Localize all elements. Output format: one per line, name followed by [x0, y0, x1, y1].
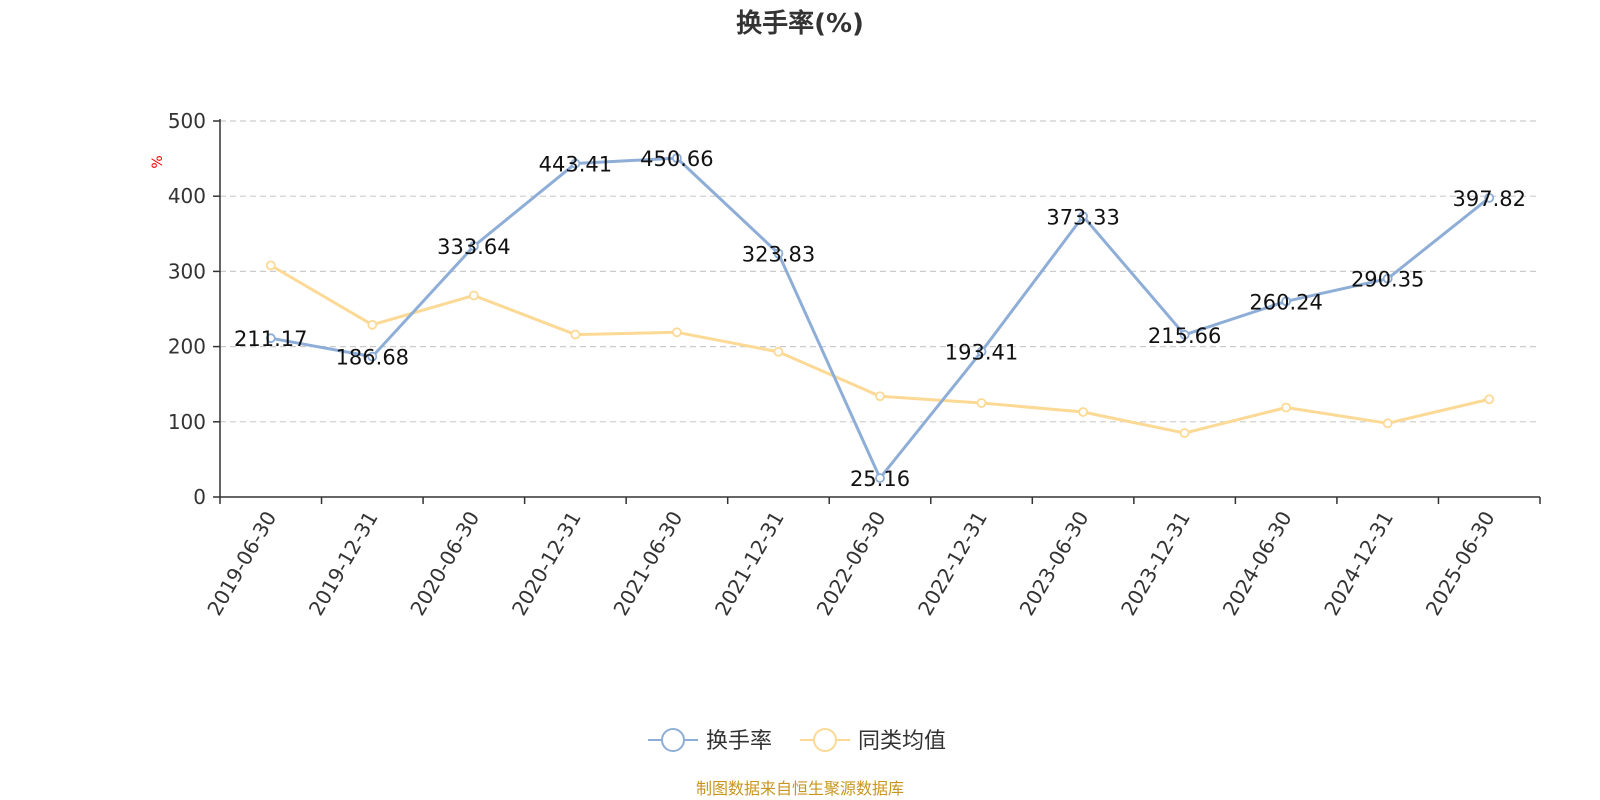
- data-point[interactable]: [773, 248, 784, 259]
- data-point[interactable]: [468, 290, 479, 301]
- data-label: 333.64: [437, 235, 510, 259]
- x-tick-label: 2023-12-31: [1116, 507, 1195, 620]
- y-tick-label: 400: [168, 184, 206, 208]
- y-tick-label: 200: [168, 335, 206, 359]
- data-point[interactable]: [570, 158, 581, 169]
- x-tick-label: 2024-12-31: [1319, 507, 1398, 620]
- data-point[interactable]: [672, 153, 682, 164]
- data-label: 193.41: [945, 341, 1018, 365]
- x-tick-label: 2019-06-30: [202, 507, 281, 620]
- data-label: 25.16: [850, 467, 910, 491]
- data-label: 397.82: [1452, 187, 1525, 211]
- legend-item-1[interactable]: 同类均值: [800, 728, 946, 754]
- series-line-0: [270, 156, 1491, 480]
- data-point[interactable]: [672, 327, 682, 338]
- data-point[interactable]: [875, 473, 885, 483]
- data-point[interactable]: [265, 333, 276, 344]
- source-note: 制图数据来自恒生聚源数据库: [696, 779, 904, 798]
- y-axis-unit: %: [150, 155, 166, 168]
- data-label: 290.35: [1351, 268, 1424, 292]
- data-point[interactable]: [1281, 296, 1292, 307]
- data-point[interactable]: [1281, 402, 1292, 413]
- x-tick-label: 2025-06-30: [1421, 507, 1500, 620]
- data-point[interactable]: [1484, 192, 1495, 203]
- data-point[interactable]: [976, 398, 987, 408]
- data-point[interactable]: [976, 346, 987, 357]
- y-tick-label: 100: [168, 410, 206, 434]
- data-label: 373.33: [1046, 205, 1119, 229]
- y-tick-label: 500: [168, 109, 206, 133]
- data-label: 323.83: [742, 242, 815, 266]
- data-labels: 211.17 186.68 333.64 443.41 450.66 323.83 25.1…: [234, 147, 1526, 491]
- x-tick-label: 2019-12-31: [304, 507, 383, 620]
- x-tick-label: 2022-12-31: [913, 507, 992, 620]
- legend[interactable]: 换手率 同类均值: [648, 728, 946, 754]
- data-point[interactable]: [367, 319, 378, 330]
- legend-marker-icon: [661, 728, 685, 752]
- x-tick-label: 2021-12-31: [710, 507, 789, 620]
- y-tick-label: 0: [193, 485, 206, 509]
- data-label: 186.68: [336, 346, 409, 370]
- chart-title: 换手率(%): [736, 8, 864, 39]
- x-tick-label: 2020-06-30: [405, 507, 484, 620]
- data-point[interactable]: [468, 241, 479, 252]
- data-point[interactable]: [1382, 418, 1393, 429]
- x-tick-label: 2022-06-30: [811, 507, 890, 620]
- y-tick-label: 300: [168, 259, 206, 283]
- x-tick-label: 2021-06-30: [608, 507, 687, 620]
- legend-marker-icon: [813, 728, 837, 752]
- data-point[interactable]: [1179, 329, 1190, 340]
- data-label: 260.24: [1249, 290, 1322, 314]
- data-point[interactable]: [265, 260, 276, 271]
- data-label: 443.41: [539, 153, 612, 177]
- x-tick-label: 2023-06-30: [1015, 507, 1094, 620]
- legend-label: 同类均值: [858, 729, 946, 754]
- grid-lines: [220, 120, 1540, 423]
- data-point[interactable]: [1078, 407, 1088, 417]
- legend-item-0[interactable]: 换手率: [648, 728, 772, 754]
- x-tick-label: 2024-06-30: [1218, 507, 1297, 620]
- series-lines: [265, 153, 1495, 483]
- data-point[interactable]: [1484, 394, 1495, 405]
- data-point[interactable]: [1382, 273, 1393, 284]
- data-point[interactable]: [570, 329, 581, 340]
- data-point[interactable]: [875, 391, 885, 402]
- data-point[interactable]: [367, 351, 378, 362]
- data-label: 211.17: [234, 327, 307, 351]
- data-point[interactable]: [1179, 428, 1190, 438]
- data-point[interactable]: [773, 346, 784, 357]
- legend-label: 换手率: [706, 729, 772, 754]
- x-tick-label: 2020-12-31: [507, 507, 586, 620]
- data-point[interactable]: [1078, 211, 1088, 222]
- data-label: 215.66: [1148, 324, 1221, 348]
- data-label: 450.66: [640, 147, 713, 171]
